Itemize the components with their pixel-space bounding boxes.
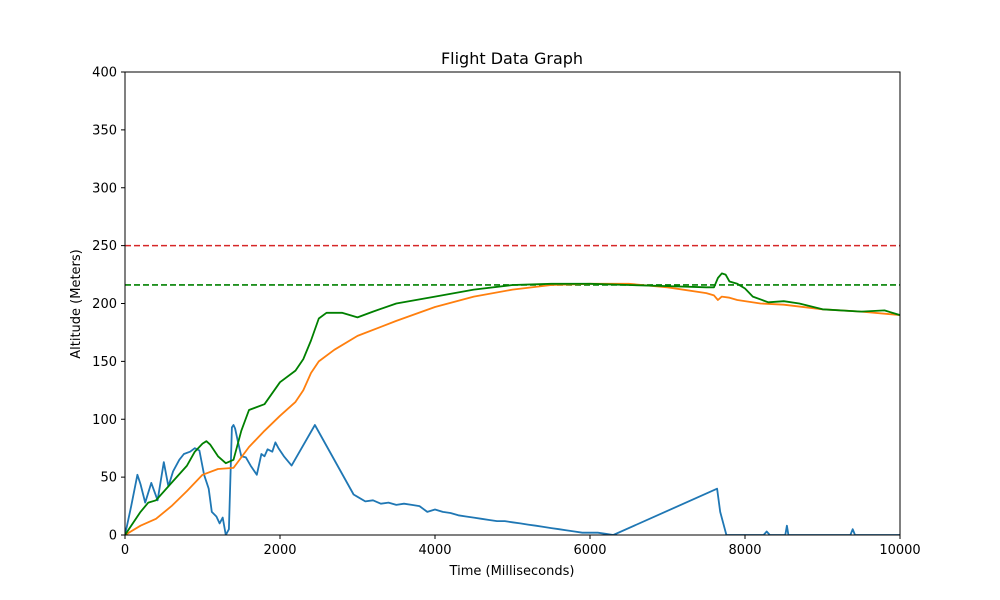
y-tick-label: 300 [92, 181, 117, 196]
x-tick-label: 0 [121, 543, 129, 558]
chart-title: Flight Data Graph [441, 49, 583, 68]
x-tick-label: 6000 [573, 543, 606, 558]
y-tick-label: 50 [100, 471, 117, 486]
x-axis-label: Time (Milliseconds) [449, 564, 575, 579]
y-tick-label: 250 [92, 239, 117, 254]
y-tick-label: 0 [109, 529, 117, 544]
y-tick-label: 350 [92, 123, 117, 138]
x-tick-label: 4000 [418, 543, 451, 558]
series-line-0 [125, 424, 900, 535]
series-line-1 [125, 282, 900, 535]
y-tick-label: 150 [92, 355, 117, 370]
x-tick-label: 10000 [879, 543, 920, 558]
y-tick-label: 100 [92, 413, 117, 428]
y-tick-label: 400 [92, 66, 117, 81]
x-axis: 0 2000 4000 6000 8000 10000 [121, 535, 921, 558]
y-tick-label: 200 [92, 297, 117, 312]
x-tick-label: 8000 [728, 543, 761, 558]
series-line-2 [125, 272, 900, 535]
y-axis-label: Altitude (Meters) [69, 249, 84, 359]
series-layer [125, 272, 900, 535]
y-axis: 0 50 100 150 200 250 300 350 400 [92, 66, 125, 544]
x-tick-label: 2000 [263, 543, 296, 558]
